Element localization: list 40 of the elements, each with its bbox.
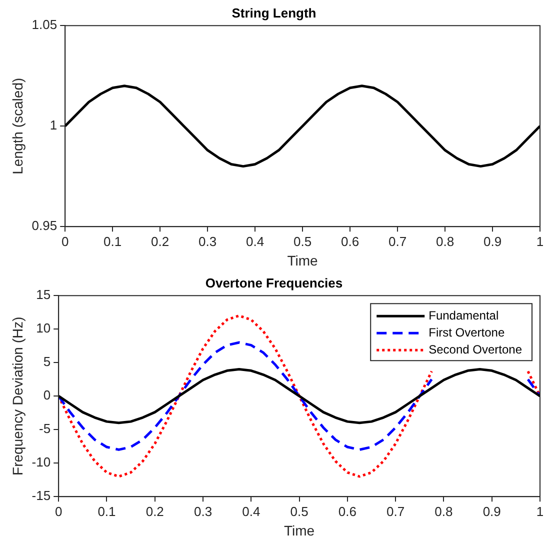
x-tick-label: 0.6 (338, 504, 356, 519)
legend-label: Second Overtone (428, 342, 522, 356)
chart-title: String Length (232, 5, 316, 20)
x-axis-title: Time (284, 522, 315, 538)
y-tick-label: 0 (43, 388, 51, 403)
y-tick-label: 10 (36, 320, 51, 336)
x-tick-label: 0.5 (290, 504, 308, 519)
y-tick-label: 5 (43, 354, 51, 370)
y-tick-label: -10 (32, 454, 51, 470)
x-tick-label: 0.1 (104, 234, 122, 249)
y-tick-label: -5 (39, 421, 51, 436)
x-tick-label: 0.8 (434, 504, 453, 519)
legend-label: First Overtone (428, 325, 505, 340)
x-tick-label: 0.8 (436, 234, 454, 249)
x-tick-label: 0.5 (294, 234, 312, 249)
x-tick-label: 0.3 (198, 234, 217, 249)
y-tick-label: 15 (36, 287, 51, 302)
x-tick-label: 0 (61, 234, 69, 249)
x-tick-label: 1 (536, 504, 544, 519)
x-tick-label: 0.2 (151, 234, 170, 249)
y-tick-label: 1.05 (32, 17, 58, 32)
y-tick-label: 0.95 (32, 218, 58, 234)
x-axis-title: Time (287, 252, 318, 268)
x-tick-label: 0.4 (246, 234, 264, 249)
x-tick-label: 0.3 (194, 504, 212, 519)
y-tick-label: 1 (50, 118, 58, 133)
y-axis-title: Frequency Deviation (Hz) (9, 316, 26, 476)
x-tick-label: 1 (536, 234, 544, 249)
y-tick-label: -15 (32, 488, 51, 504)
x-tick-label: 0.2 (146, 504, 164, 519)
x-tick-label: 0.9 (483, 234, 502, 249)
x-tick-label: 0.6 (341, 234, 360, 249)
chart-title: Overtone Frequencies (205, 275, 343, 290)
y-axis-title: Length (scaled) (9, 78, 26, 174)
x-tick-label: 0.1 (98, 504, 116, 519)
x-tick-label: 0.7 (386, 504, 405, 519)
x-tick-label: 0.4 (242, 504, 260, 519)
x-tick-label: 0.9 (482, 504, 501, 519)
legend-label: Fundamental (428, 308, 499, 322)
x-tick-label: 0.7 (388, 234, 407, 249)
